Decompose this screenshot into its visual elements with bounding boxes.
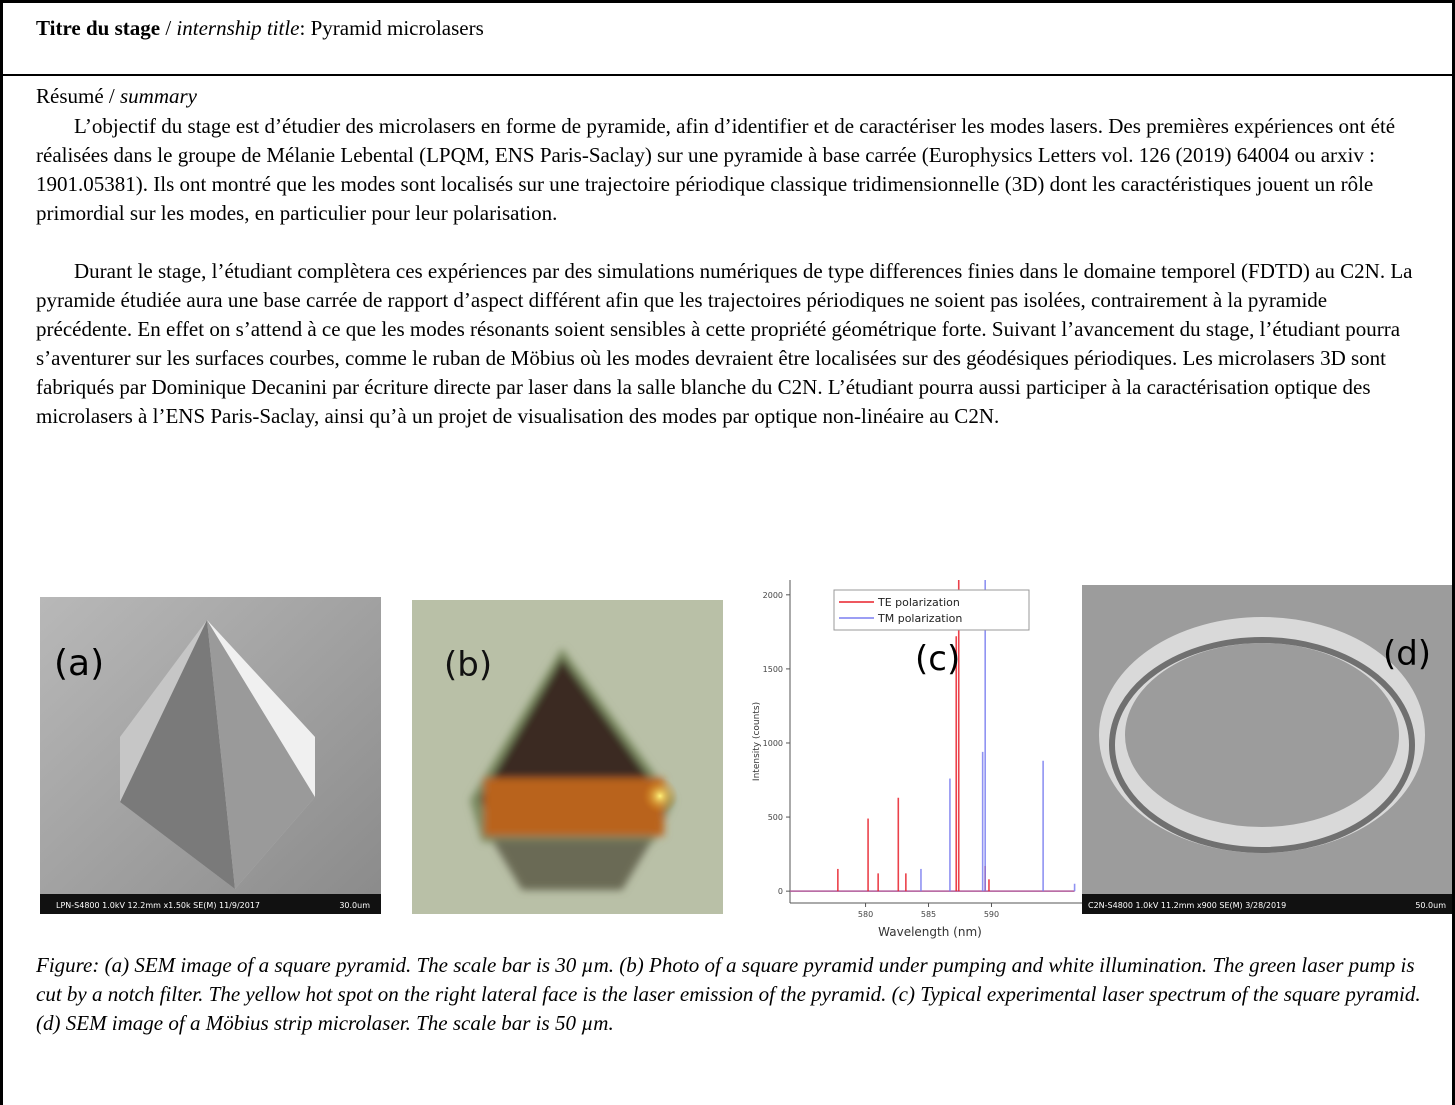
summary-label: Résumé xyxy=(36,84,104,108)
legend-label: TE polarization xyxy=(877,596,960,609)
page: Titre du stage / internship title: Pyram… xyxy=(0,0,1455,1105)
paragraph: L’objectif du stage est d’étudier des mi… xyxy=(36,112,1421,228)
x-axis-label: Wavelength (nm) xyxy=(878,925,982,939)
panel-label: (b) xyxy=(444,645,492,685)
x-tick-label: 590 xyxy=(984,910,999,919)
y-tick-label: 500 xyxy=(768,813,783,822)
panel-label: (a) xyxy=(54,643,104,684)
paragraph: Durant le stage, l’étudiant complètera c… xyxy=(36,257,1421,431)
panel-b: (b) xyxy=(412,600,723,914)
title-label: Titre du stage xyxy=(36,16,160,40)
frame-top xyxy=(0,0,1455,3)
scale-label: 30.0um xyxy=(339,901,370,910)
panel-a: (a) LPN-S4800 1.0kV 12.2mm x1.50k SE(M) … xyxy=(40,597,381,914)
panel-label: (d) xyxy=(1383,634,1431,674)
summary-label-en: summary xyxy=(120,84,197,108)
row-divider xyxy=(0,74,1455,76)
title: Pyramid microlasers xyxy=(311,16,484,40)
summary-head: Résumé / summary xyxy=(36,84,197,109)
legend-label: TM polarization xyxy=(877,612,962,625)
panel-d: (d) C2N-S4800 1.0kV 11.2mm x900 SE(M) 3/… xyxy=(1082,585,1452,914)
sem-info: C2N-S4800 1.0kV 11.2mm x900 SE(M) 3/28/2… xyxy=(1088,901,1286,910)
title-label-en: internship title xyxy=(176,16,299,40)
separator: / xyxy=(104,84,120,108)
x-tick-label: 585 xyxy=(921,910,936,919)
x-tick-label: 580 xyxy=(858,910,873,919)
colon: : xyxy=(299,16,310,40)
panel-label: (c) xyxy=(915,639,960,679)
y-axis-label: Intensity (counts) xyxy=(752,702,762,781)
summary-body: L’objectif du stage est d’étudier des mi… xyxy=(36,112,1421,431)
sem-info: LPN-S4800 1.0kV 12.2mm x1.50k SE(M) 11/9… xyxy=(56,901,260,910)
y-tick-label: 1500 xyxy=(763,665,783,674)
figure-caption: Figure: (a) SEM image of a square pyrami… xyxy=(36,951,1426,1038)
y-tick-label: 1000 xyxy=(763,739,783,748)
title-line: Titre du stage / internship title: Pyram… xyxy=(36,16,484,41)
frame-left xyxy=(0,0,3,1105)
scale-label: 50.0um xyxy=(1415,901,1446,910)
separator: / xyxy=(160,16,176,40)
y-tick-label: 0 xyxy=(778,887,783,896)
y-tick-label: 2000 xyxy=(763,591,783,600)
